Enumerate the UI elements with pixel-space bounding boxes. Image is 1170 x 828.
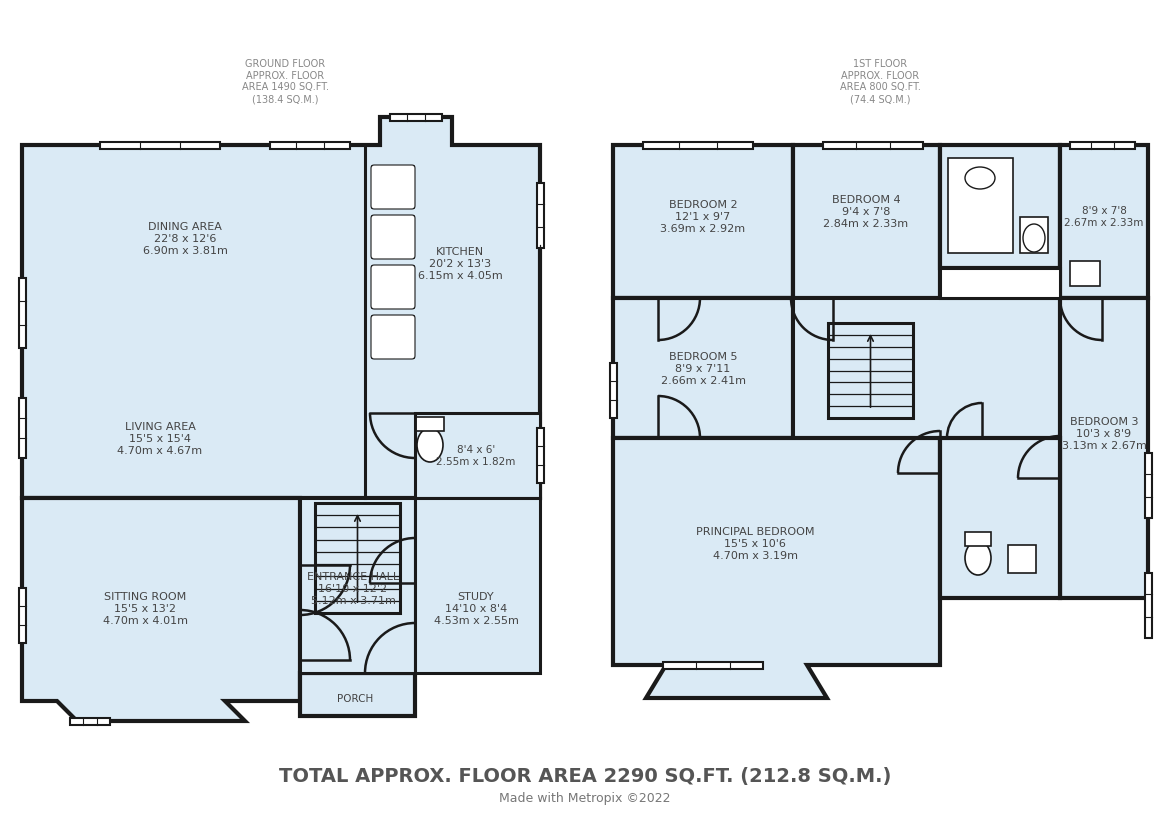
Bar bbox=[372, 267, 414, 309]
Text: KITCHEN
20'2 x 13'3
6.15m x 4.05m: KITCHEN 20'2 x 13'3 6.15m x 4.05m bbox=[418, 247, 502, 280]
Bar bbox=[940, 439, 1060, 599]
FancyBboxPatch shape bbox=[371, 315, 415, 359]
Polygon shape bbox=[613, 439, 940, 698]
Text: TOTAL APPROX. FLOOR AREA 2290 SQ.FT. (212.8 SQ.M.): TOTAL APPROX. FLOOR AREA 2290 SQ.FT. (21… bbox=[278, 767, 892, 786]
Text: 1ST FLOOR
APPROX. FLOOR
AREA 800 SQ.FT.
(74.4 SQ.M.): 1ST FLOOR APPROX. FLOOR AREA 800 SQ.FT. … bbox=[840, 59, 921, 104]
Bar bbox=[415, 498, 541, 673]
Bar bbox=[1020, 218, 1048, 253]
Bar bbox=[663, 662, 763, 669]
Polygon shape bbox=[300, 498, 415, 673]
Bar bbox=[644, 142, 753, 149]
Bar bbox=[270, 142, 350, 149]
Bar bbox=[537, 184, 544, 248]
FancyBboxPatch shape bbox=[371, 166, 415, 209]
Bar bbox=[1009, 546, 1035, 573]
Bar bbox=[828, 324, 913, 418]
Bar bbox=[372, 166, 414, 209]
Bar bbox=[1144, 573, 1151, 638]
Bar bbox=[793, 299, 1060, 439]
Text: ENTRANCE HALL
16'10 x 12'2
5.12m x 3.71m: ENTRANCE HALL 16'10 x 12'2 5.12m x 3.71m bbox=[307, 571, 399, 605]
Text: LIVING AREA
15'5 x 15'4
4.70m x 4.67m: LIVING AREA 15'5 x 15'4 4.70m x 4.67m bbox=[117, 422, 202, 455]
Polygon shape bbox=[22, 498, 300, 721]
Ellipse shape bbox=[965, 168, 994, 190]
Bar bbox=[1060, 146, 1148, 299]
Text: 8'9 x 7'8
2.67m x 2.33m: 8'9 x 7'8 2.67m x 2.33m bbox=[1065, 206, 1144, 228]
Text: DINING AREA
22'8 x 12'6
6.90m x 3.81m: DINING AREA 22'8 x 12'6 6.90m x 3.81m bbox=[143, 222, 227, 255]
Bar bbox=[415, 413, 541, 498]
Bar bbox=[948, 159, 1013, 253]
Text: STUDY
14'10 x 8'4
4.53m x 2.55m: STUDY 14'10 x 8'4 4.53m x 2.55m bbox=[434, 592, 518, 625]
Bar bbox=[537, 428, 544, 484]
Text: GROUND FLOOR
APPROX. FLOOR
AREA 1490 SQ.FT.
(138.4 SQ.M.): GROUND FLOOR APPROX. FLOOR AREA 1490 SQ.… bbox=[241, 59, 329, 104]
Bar bbox=[99, 142, 220, 149]
Bar bbox=[19, 398, 26, 459]
Text: BEDROOM 2
12'1 x 9'7
3.69m x 2.92m: BEDROOM 2 12'1 x 9'7 3.69m x 2.92m bbox=[660, 200, 745, 233]
FancyBboxPatch shape bbox=[371, 216, 415, 260]
Polygon shape bbox=[22, 118, 541, 498]
Bar bbox=[19, 279, 26, 349]
Bar bbox=[390, 114, 442, 122]
Bar bbox=[1060, 299, 1148, 599]
Text: 8'4 x 6'
2.55m x 1.82m: 8'4 x 6' 2.55m x 1.82m bbox=[436, 445, 516, 466]
Text: BEDROOM 5
8'9 x 7'11
2.66m x 2.41m: BEDROOM 5 8'9 x 7'11 2.66m x 2.41m bbox=[661, 352, 745, 385]
Bar bbox=[372, 217, 414, 258]
Bar bbox=[19, 588, 26, 643]
Bar bbox=[372, 316, 414, 359]
Bar bbox=[1071, 262, 1100, 286]
Ellipse shape bbox=[965, 542, 991, 575]
Bar bbox=[610, 363, 617, 418]
Bar bbox=[793, 146, 940, 299]
Bar bbox=[1144, 454, 1151, 518]
Text: BEDROOM 4
9'4 x 7'8
2.84m x 2.33m: BEDROOM 4 9'4 x 7'8 2.84m x 2.33m bbox=[824, 195, 909, 229]
Bar bbox=[823, 142, 923, 149]
Bar bbox=[613, 146, 793, 299]
Bar bbox=[940, 146, 1060, 268]
Bar bbox=[613, 299, 793, 439]
Bar bbox=[417, 417, 443, 431]
Text: SITTING ROOM
15'5 x 13'2
4.70m x 4.01m: SITTING ROOM 15'5 x 13'2 4.70m x 4.01m bbox=[103, 592, 187, 625]
Bar bbox=[1071, 142, 1135, 149]
Text: Made with Metropix ©2022: Made with Metropix ©2022 bbox=[500, 792, 670, 805]
Text: PRINCIPAL BEDROOM
15'5 x 10'6
4.70m x 3.19m: PRINCIPAL BEDROOM 15'5 x 10'6 4.70m x 3.… bbox=[696, 527, 814, 560]
Ellipse shape bbox=[417, 428, 443, 463]
Bar bbox=[940, 268, 1060, 299]
Bar bbox=[315, 503, 400, 614]
Ellipse shape bbox=[1023, 224, 1045, 253]
Text: BEDROOM 3
10'3 x 8'9
3.13m x 2.67m: BEDROOM 3 10'3 x 8'9 3.13m x 2.67m bbox=[1061, 416, 1147, 450]
Polygon shape bbox=[300, 673, 415, 716]
FancyBboxPatch shape bbox=[371, 266, 415, 310]
Bar bbox=[965, 532, 991, 546]
Text: PORCH: PORCH bbox=[337, 693, 373, 703]
Bar bbox=[70, 718, 110, 724]
